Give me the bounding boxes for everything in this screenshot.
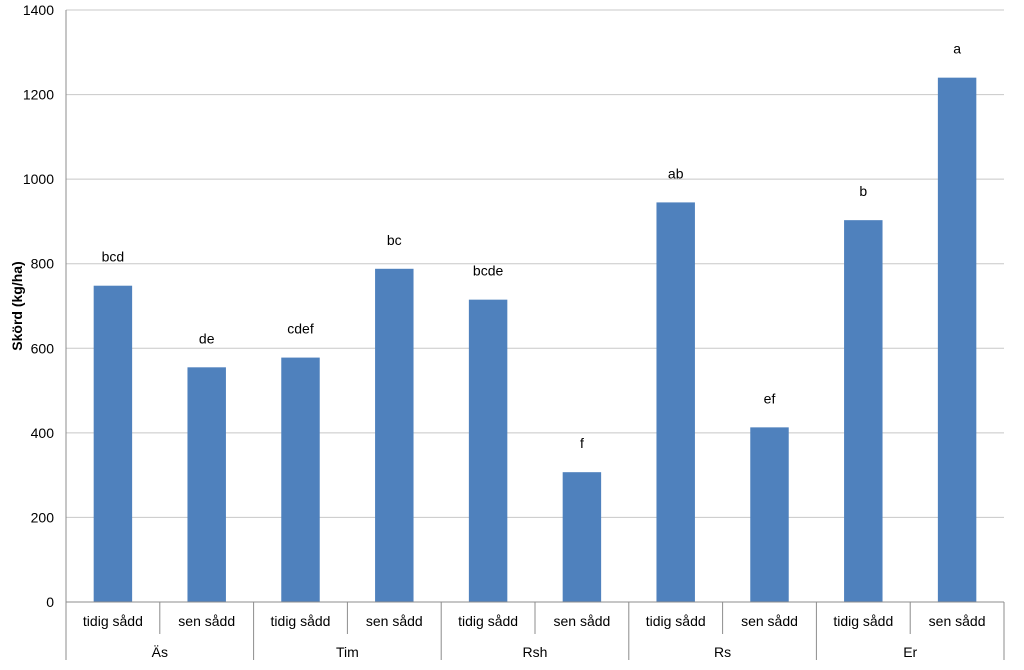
x-category-label: tidig sådd: [83, 613, 143, 629]
data-label: f: [580, 435, 584, 451]
y-tick-label-200: 200: [31, 509, 55, 525]
x-group-label: Äs: [152, 644, 168, 660]
x-category-label: sen sådd: [741, 613, 798, 629]
data-label: cdef: [287, 321, 314, 337]
axes: [65, 10, 1005, 660]
data-label: bc: [387, 232, 402, 248]
x-group-label: Er: [903, 644, 917, 660]
x-category-label: sen sådd: [929, 613, 986, 629]
data-label: bcde: [473, 263, 504, 279]
y-tick-label-1000: 1000: [23, 171, 54, 187]
bar-Rsh-sen-sådd: [562, 472, 602, 602]
data-label: ef: [764, 390, 776, 406]
data-label: de: [199, 330, 215, 346]
y-axis-title: Skörd (kg/ha): [9, 261, 25, 350]
x-category-label: tidig sådd: [458, 613, 518, 629]
y-tick-label-400: 400: [31, 425, 55, 441]
x-category-label: sen sådd: [366, 613, 423, 629]
x-category-label: tidig sådd: [646, 613, 706, 629]
bar-Er-sen-sådd: [937, 77, 977, 602]
y-tick-label-0: 0: [46, 594, 54, 610]
bar-Tim-tidig-sådd: [281, 357, 320, 602]
bar-Rs-tidig-sådd: [656, 202, 695, 602]
x-category-label: sen sådd: [553, 613, 610, 629]
x-group-label: Rsh: [523, 644, 548, 660]
bar-Äs-sen-sådd: [187, 367, 226, 602]
bar-Er-tidig-sådd: [844, 220, 883, 602]
y-tick-label-1200: 1200: [23, 87, 54, 103]
x-category-label: sen sådd: [178, 613, 235, 629]
data-label: bcd: [102, 249, 125, 265]
data-label: b: [859, 183, 867, 199]
y-tick-label-800: 800: [31, 256, 55, 272]
x-group-label: Rs: [714, 644, 731, 660]
y-tick-label-600: 600: [31, 340, 55, 356]
bars: [93, 77, 977, 602]
x-category-label: tidig sådd: [271, 613, 331, 629]
x-category-label: tidig sådd: [833, 613, 893, 629]
bar-Tim-sen-sådd: [375, 268, 414, 602]
bar-Rs-sen-sådd: [750, 427, 789, 602]
x-group-label: Tim: [336, 644, 359, 660]
data-label: a: [953, 41, 961, 57]
y-tick-label-1400: 1400: [23, 2, 54, 18]
data-label: ab: [668, 165, 684, 181]
bar-Äs-tidig-sådd: [93, 285, 133, 602]
bar-Rsh-tidig-sådd: [468, 299, 508, 602]
